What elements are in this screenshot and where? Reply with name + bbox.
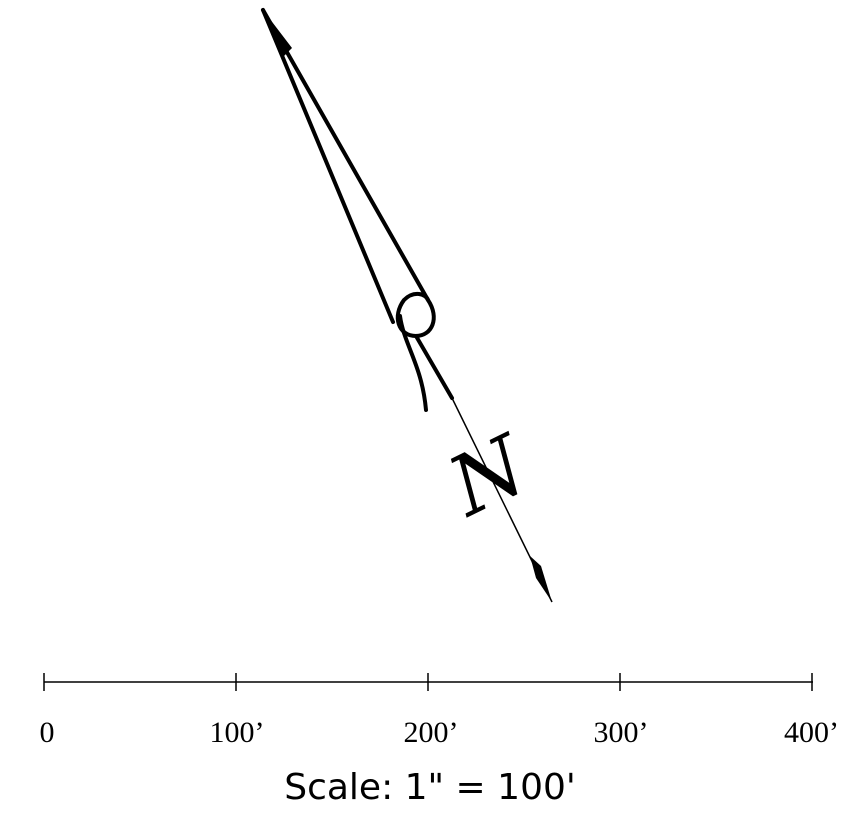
scale-tick-label-300: 300’	[594, 716, 649, 749]
scale-tick-label-100: 100’	[210, 716, 265, 749]
north-letter: N	[434, 417, 545, 536]
scale-caption: Scale: 1" = 100'	[284, 767, 576, 808]
scale-tick-label-400: 400’	[784, 716, 839, 749]
north-arrow-lower-barb	[530, 556, 552, 602]
north-arrow-loop	[395, 292, 436, 339]
north-arrow-icon: N	[261, 8, 553, 603]
north-arrow-left-tail	[398, 314, 428, 412]
north-arrow-right-edge	[261, 8, 430, 302]
north-arrow-shaft-upper	[414, 334, 454, 400]
scale-bar: 0 100’ 200’ 300’ 400’	[40, 673, 839, 749]
north-arrow-left-edge	[261, 8, 395, 324]
scale-tick-label-200: 200’	[404, 716, 459, 749]
scale-tick-label-0: 0	[40, 716, 55, 749]
